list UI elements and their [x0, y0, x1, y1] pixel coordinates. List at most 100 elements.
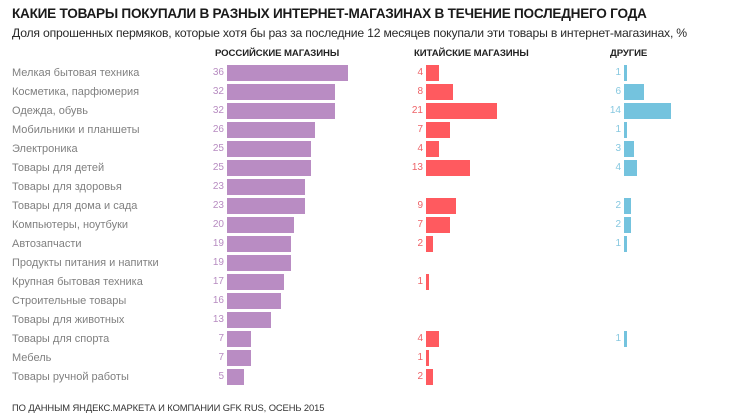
value-label-chinese: 21 — [411, 105, 423, 116]
value-label-russian: 36 — [212, 67, 224, 78]
bar-other — [624, 103, 672, 119]
chart-row: Одежда, обувь 32 21 14 — [0, 103, 730, 119]
chart-row: Товары для дома и сада 23 9 2 — [0, 198, 730, 214]
value-label-chinese: 4 — [417, 67, 423, 78]
bar-russian — [227, 84, 335, 100]
value-label-russian: 7 — [218, 352, 224, 363]
bar-russian — [227, 369, 244, 385]
chart-row: Продукты питания и напитки 19 — [0, 255, 730, 271]
bar-chinese — [426, 369, 433, 385]
bar-russian — [227, 217, 295, 233]
value-label-other: 1 — [615, 67, 621, 78]
value-label-other: 6 — [615, 86, 621, 97]
bar-russian — [227, 331, 251, 347]
value-label-russian: 32 — [212, 105, 224, 116]
value-label-russian: 19 — [212, 257, 224, 268]
category-label: Крупная бытовая техника — [12, 276, 143, 288]
value-label-chinese: 7 — [417, 219, 423, 230]
bar-russian — [227, 255, 292, 271]
category-label: Строительные товары — [12, 295, 127, 307]
value-label-other: 1 — [615, 333, 621, 344]
bar-chinese — [426, 331, 440, 347]
category-label: Товары для детей — [12, 162, 105, 174]
chart-row: Косметика, парфюмерия 32 8 6 — [0, 84, 730, 100]
bar-russian — [227, 350, 251, 366]
column-header-other-stores: ДРУГИЕ — [610, 48, 648, 59]
bar-russian — [227, 141, 312, 157]
bar-chinese — [426, 217, 450, 233]
bar-chinese — [426, 198, 457, 214]
bar-other — [624, 198, 631, 214]
category-label: Косметика, парфюмерия — [12, 86, 140, 98]
chart-row: Мелкая бытовая техника 36 4 1 — [0, 65, 730, 81]
chart-row: Товары ручной работы 5 2 — [0, 369, 730, 385]
bar-russian — [227, 293, 281, 309]
value-label-russian: 20 — [212, 219, 224, 230]
value-label-russian: 23 — [212, 200, 224, 211]
category-label: Товары для спорта — [12, 333, 110, 345]
category-label: Товары для здоровья — [12, 181, 122, 193]
value-label-russian: 25 — [212, 162, 224, 173]
category-label: Товары для дома и сада — [12, 200, 138, 212]
value-label-other: 1 — [615, 238, 621, 249]
value-label-russian: 19 — [212, 238, 224, 249]
column-header-chinese-stores: КИТАЙСКИЕ МАГАЗИНЫ — [414, 48, 529, 59]
value-label-chinese: 8 — [417, 86, 423, 97]
bar-russian — [227, 179, 305, 195]
chart-row: Крупная бытовая техника 17 1 — [0, 274, 730, 290]
bar-russian — [227, 122, 315, 138]
value-label-russian: 32 — [212, 86, 224, 97]
bar-russian — [227, 198, 305, 214]
chart-row: Строительные товары 16 — [0, 293, 730, 309]
value-label-russian: 13 — [212, 314, 224, 325]
bar-russian — [227, 160, 312, 176]
value-label-russian: 26 — [212, 124, 224, 135]
bar-other — [624, 160, 638, 176]
value-label-russian: 5 — [218, 371, 224, 382]
chart-row: Компьютеры, ноутбуки 20 7 2 — [0, 217, 730, 233]
value-label-russian: 16 — [212, 295, 224, 306]
chart-row: Товары для спорта 7 4 1 — [0, 331, 730, 347]
value-label-chinese: 1 — [417, 276, 423, 287]
category-label: Автозапчасти — [12, 238, 82, 250]
bar-russian — [227, 312, 271, 328]
bar-chinese — [426, 84, 453, 100]
value-label-russian: 25 — [212, 143, 224, 154]
bar-other — [624, 236, 628, 252]
chart-row: Мебель 7 1 — [0, 350, 730, 366]
bar-other — [624, 217, 631, 233]
bar-other — [624, 65, 628, 81]
bar-chinese — [426, 236, 433, 252]
category-label: Товары для животных — [12, 314, 125, 326]
chart-row: Электроника 25 4 3 — [0, 141, 730, 157]
chart-row: Мобильники и планшеты 26 7 1 — [0, 122, 730, 138]
chart-row: Товары для здоровья 23 — [0, 179, 730, 195]
bar-russian — [227, 65, 349, 81]
value-label-chinese: 1 — [417, 352, 423, 363]
value-label-chinese: 7 — [417, 124, 423, 135]
value-label-other: 4 — [615, 162, 621, 173]
bar-russian — [227, 236, 292, 252]
value-label-chinese: 4 — [417, 143, 423, 154]
bar-chinese — [426, 65, 440, 81]
chart-row: Автозапчасти 19 2 1 — [0, 236, 730, 252]
value-label-other: 2 — [615, 219, 621, 230]
chart-row: Товары для детей 25 13 4 — [0, 160, 730, 176]
bar-chinese — [426, 160, 470, 176]
bar-other — [624, 122, 628, 138]
bar-chinese — [426, 141, 440, 157]
value-label-chinese: 4 — [417, 333, 423, 344]
category-label: Товары ручной работы — [12, 371, 129, 383]
column-header-russian-stores: РОССИЙСКИЕ МАГАЗИНЫ — [215, 48, 340, 59]
source-note: ПО ДАННЫМ ЯНДЕКС.МАРКЕТА И КОМПАНИИ GFK … — [12, 402, 325, 413]
bar-other — [624, 141, 635, 157]
category-label: Мелкая бытовая техника — [12, 67, 140, 79]
bar-chinese — [426, 350, 430, 366]
category-label: Мобильники и планшеты — [12, 124, 140, 136]
value-label-chinese: 2 — [417, 371, 423, 382]
category-label: Компьютеры, ноутбуки — [12, 219, 129, 231]
value-label-other: 1 — [615, 124, 621, 135]
value-label-russian: 17 — [212, 276, 224, 287]
bar-russian — [227, 274, 285, 290]
category-label: Электроника — [12, 143, 78, 155]
